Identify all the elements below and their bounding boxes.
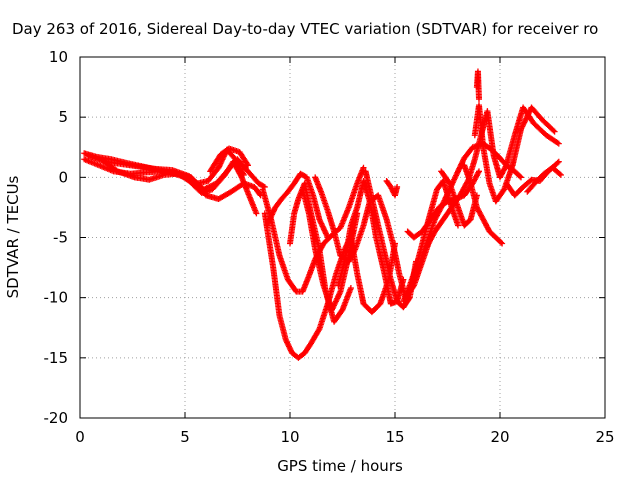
data-point (238, 173, 244, 180)
y-tick-label: -5 (53, 229, 68, 247)
data-point (502, 163, 509, 170)
data-point (554, 139, 561, 146)
data-point (554, 159, 561, 166)
data-point (555, 158, 562, 165)
data-point (516, 173, 523, 180)
y-tick-label: -15 (44, 349, 69, 367)
data-point (498, 239, 505, 246)
x-tick-label: 0 (75, 428, 85, 446)
data-point (557, 171, 564, 178)
data-point (253, 210, 260, 217)
data-point (476, 168, 482, 175)
y-tick-label: 0 (58, 168, 68, 186)
data-point (360, 164, 367, 171)
chart-title: Day 263 of 2016, Sidereal Day-to-day VTE… (12, 20, 598, 38)
x-axis-label: GPS time / hours (277, 457, 403, 475)
x-tick-label: 15 (385, 428, 404, 446)
axis-ticks: 0 5 10 15 20 25 -20 -15 -10 -5 0 5 10 (44, 48, 615, 446)
data-point (455, 222, 461, 229)
data-point (245, 162, 251, 169)
data-point (400, 276, 407, 283)
data-point (392, 240, 398, 247)
data-point (394, 183, 401, 190)
x-tick-label: 10 (280, 428, 299, 446)
y-tick-label: -10 (44, 289, 69, 307)
grid-lines (80, 57, 605, 418)
data-point (476, 96, 482, 103)
x-tick-label: 5 (180, 428, 190, 446)
data-point (518, 174, 524, 181)
data-point (556, 170, 563, 177)
data-point (244, 160, 251, 167)
data-point (315, 327, 322, 334)
x-tick-label: 20 (490, 428, 509, 446)
data-point (347, 285, 354, 292)
y-tick-label: -20 (44, 409, 69, 427)
y-axis-label: SDTVAR / TECUs (4, 175, 22, 298)
y-tick-label: 10 (49, 48, 68, 66)
data-point (475, 169, 482, 176)
data-point (550, 127, 557, 134)
data-point (437, 205, 444, 212)
x-tick-label: 25 (595, 428, 614, 446)
data-point (551, 128, 558, 135)
data-point (499, 240, 506, 247)
y-tick-label: 5 (58, 108, 68, 126)
data-points (81, 68, 564, 361)
data-point (555, 140, 562, 147)
